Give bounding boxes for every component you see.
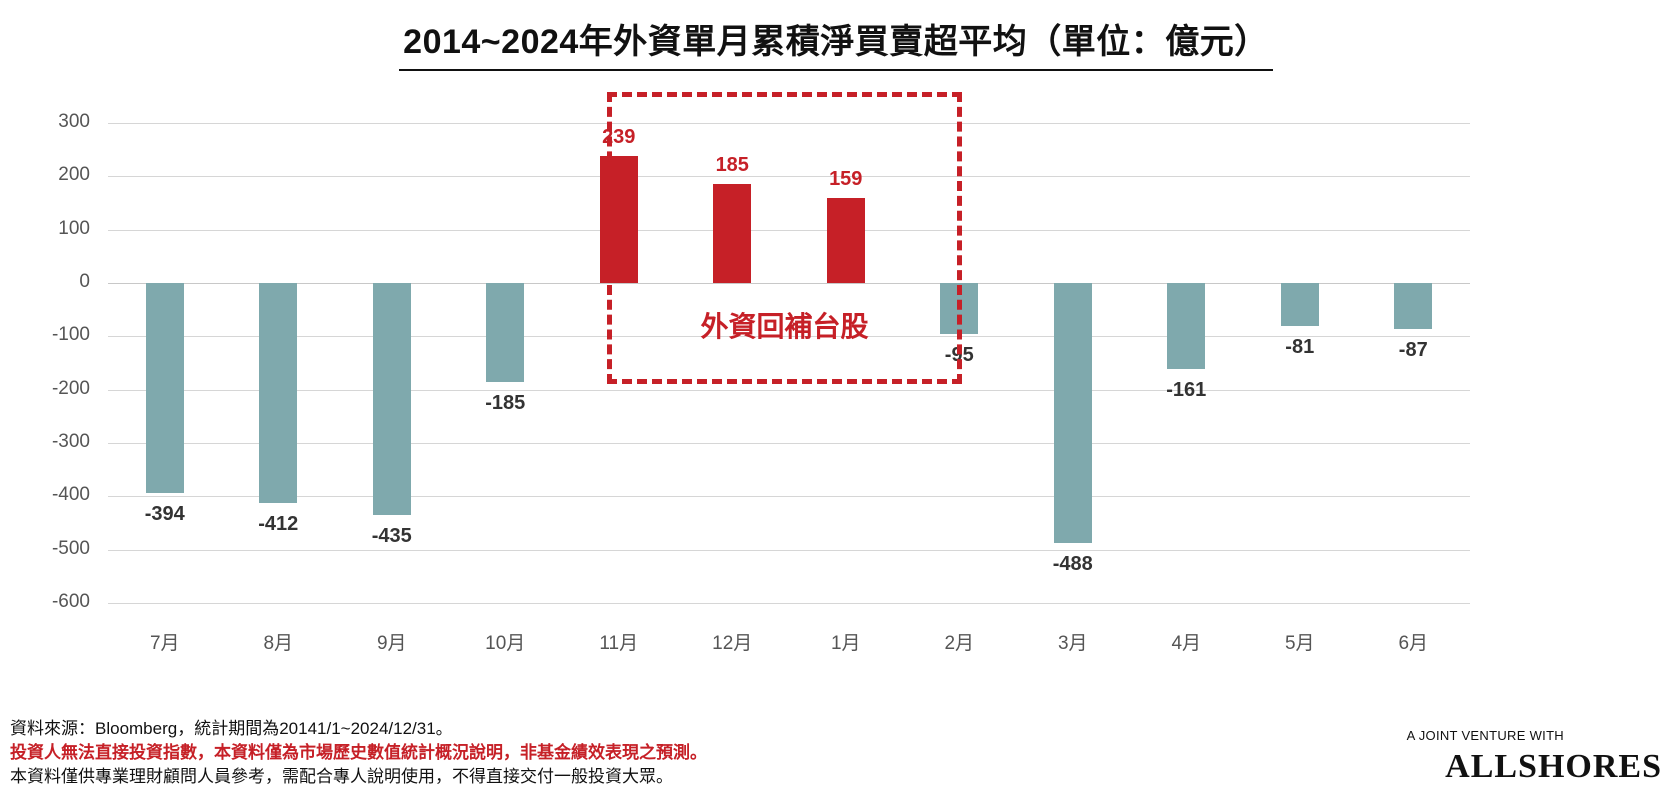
data-label: -81: [1285, 336, 1315, 359]
gridline: [108, 176, 1470, 178]
y-axis-tick: 200: [58, 164, 90, 186]
title-wrap: 2014~2024年外資單月累積淨買賣超平均（單位：億元）: [0, 14, 1672, 71]
y-axis-tick: -400: [51, 484, 90, 506]
data-label: 159: [829, 168, 863, 191]
bar-4月: [1167, 283, 1206, 369]
gridline: [108, 283, 1470, 284]
data-label: -87: [1398, 339, 1428, 362]
disclaimer: 本資料僅供專業理財顧問人員參考，需配合專人說明使用，不得直接交付一般投資大眾。: [10, 767, 673, 786]
data-label: -161: [1166, 378, 1207, 401]
x-axis-tick: 5月: [1284, 633, 1315, 654]
highlight-box: [607, 92, 962, 384]
x-axis-tick: 2月: [944, 633, 975, 654]
gridline: [108, 603, 1470, 604]
y-axis-tick: 0: [79, 271, 90, 292]
gridline: [108, 549, 1470, 551]
x-axis-tick: 11月: [599, 633, 639, 654]
y-axis-tick: -100: [51, 324, 90, 346]
y-axis-tick: -600: [51, 591, 90, 612]
bar-3月: [1053, 283, 1092, 544]
gridline: [108, 496, 1470, 498]
data-label: -185: [485, 391, 526, 414]
x-axis-tick: 9月: [376, 633, 407, 654]
brand-logo: ALLSHORES: [1445, 748, 1662, 785]
data-label: -488: [1052, 553, 1093, 576]
disclaimer-red: 投資人無法直接投資指數，本資料僅為市場歷史數值統計概況說明，非基金績效表現之預測…: [10, 743, 707, 762]
y-axis-tick: 100: [58, 217, 90, 239]
y-axis-tick: -200: [51, 377, 90, 399]
source-note: 資料來源：Bloomberg，統計期間為20141/1~2024/12/31。: [10, 719, 453, 738]
bar-7月: [145, 283, 184, 494]
x-axis-tick: 1月: [830, 633, 861, 654]
y-axis-tick: 300: [58, 111, 90, 132]
bar-9月: [372, 283, 411, 515]
brand-tagline: A JOINT VENTURE WITH: [1406, 728, 1564, 743]
gridline: [108, 336, 1470, 338]
bar-6月: [1394, 283, 1433, 330]
bar-8月: [259, 283, 298, 503]
data-label: -435: [371, 525, 412, 547]
bar-5月: [1280, 283, 1319, 327]
gridline: [108, 443, 1470, 444]
gridline: [108, 389, 1470, 391]
gridline: [108, 229, 1470, 231]
x-axis-tick: 4月: [1171, 633, 1202, 654]
x-axis-tick: 6月: [1398, 633, 1429, 654]
gridline: [108, 123, 1470, 124]
bar-1月: [826, 198, 865, 283]
data-label: 185: [715, 154, 749, 177]
data-label: -412: [258, 512, 299, 535]
x-axis-tick: 3月: [1057, 633, 1088, 654]
chart-title: 2014~2024年外資單月累積淨買賣超平均（單位：億元）: [399, 14, 1273, 71]
x-axis-tick: 12月: [712, 633, 753, 654]
x-axis-tick: 8月: [263, 633, 294, 654]
bar-10月: [486, 283, 525, 382]
x-axis-tick: 10月: [485, 633, 526, 654]
x-axis-tick: 7月: [149, 633, 180, 654]
highlight-annotation: 外資回補台股: [700, 311, 869, 342]
y-axis-tick: -500: [51, 537, 90, 559]
data-label: -394: [144, 503, 185, 526]
y-axis-tick: -300: [51, 431, 90, 452]
bar-11月: [599, 155, 638, 283]
bar-12月: [713, 184, 752, 283]
